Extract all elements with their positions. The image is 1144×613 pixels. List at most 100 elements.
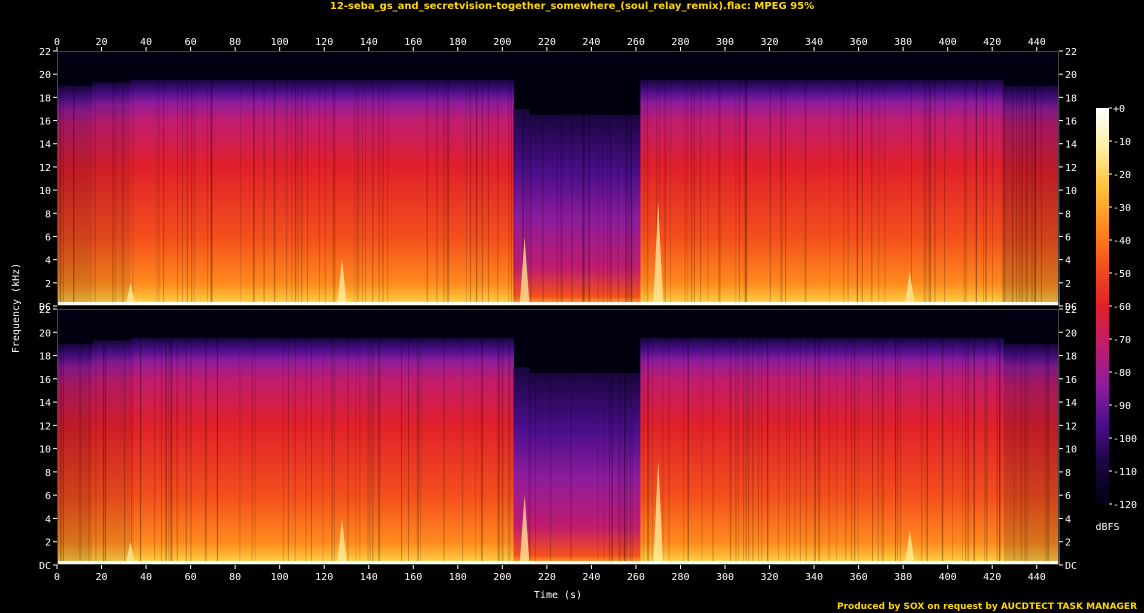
colorbar-tick-label: -20 — [1113, 170, 1131, 181]
y-tick-label: 2 — [1065, 538, 1071, 549]
y-tick-label: 16 — [39, 375, 51, 386]
spectrum-segment — [57, 86, 93, 306]
x-tick-label: 80 — [229, 37, 241, 48]
spectrum-segment — [57, 344, 93, 565]
y-tick-label: 14 — [1065, 398, 1077, 409]
x-tick-label: 160 — [404, 37, 422, 48]
y-tick-label: 8 — [1065, 209, 1071, 220]
spectrum-segment — [640, 338, 1003, 565]
x-tick-label: 400 — [939, 572, 957, 583]
y-tick-label: 12 — [1065, 421, 1077, 432]
x-tick-label: 220 — [538, 572, 556, 583]
x-tick-label: 300 — [716, 37, 734, 48]
x-tick-label: 20 — [96, 37, 108, 48]
colorbar — [1096, 108, 1109, 504]
colorbar-tick-label: -40 — [1113, 236, 1131, 247]
y-tick-label: 10 — [39, 186, 51, 197]
x-tick-label: 180 — [449, 37, 467, 48]
y-tick-label: 22 — [39, 305, 51, 316]
y-tick-label: 10 — [39, 445, 51, 456]
colorbar-label: dBFS — [1095, 522, 1119, 533]
y-tick-label: 12 — [1065, 163, 1077, 174]
x-tick-label: 60 — [185, 572, 197, 583]
y-tick-label: 18 — [1065, 352, 1077, 363]
x-tick-label: 320 — [761, 572, 779, 583]
y-tick-label: 18 — [39, 352, 51, 363]
y-tick-label: 14 — [39, 140, 51, 151]
y-tick-label: 22 — [1065, 305, 1077, 316]
x-tick-label: 20 — [96, 572, 108, 583]
x-tick-label: 340 — [805, 37, 823, 48]
x-tick-label: 80 — [229, 572, 241, 583]
y-tick-label: 16 — [1065, 117, 1077, 128]
colorbar-tick-label: -80 — [1113, 368, 1131, 379]
spectrum-segment — [130, 338, 513, 565]
x-tick-label: 320 — [761, 37, 779, 48]
colorbar-tick-label: -10 — [1113, 137, 1131, 148]
y-tick-label: 6 — [45, 232, 51, 243]
y-tick-label: 20 — [1065, 70, 1077, 81]
channel-panel-1: DC DC2 24 46 68 810 1012 1214 1416 1618 1820 2022 22 — [39, 47, 1077, 313]
y-tick-label: 20 — [39, 328, 51, 339]
x-tick-label: 300 — [716, 572, 734, 583]
y-tick-label: 20 — [1065, 328, 1077, 339]
y-tick-label: 22 — [1065, 47, 1077, 58]
y-tick-label: DC — [1065, 561, 1077, 572]
y-tick-label: 12 — [39, 421, 51, 432]
y-tick-label: 4 — [1065, 514, 1071, 525]
x-tick-label: 380 — [894, 572, 912, 583]
y-tick-label: 14 — [39, 398, 51, 409]
y-tick-label: 4 — [45, 514, 51, 525]
colorbar-tick-label: -90 — [1113, 401, 1131, 412]
x-tick-label: 120 — [315, 37, 333, 48]
x-tick-label: 360 — [850, 572, 868, 583]
y-tick-label: DC — [39, 561, 51, 572]
y-tick-label: 16 — [1065, 375, 1077, 386]
colorbar-tick-label: -60 — [1113, 302, 1131, 313]
y-tick-label: 2 — [45, 538, 51, 549]
x-tick-label: 240 — [582, 572, 600, 583]
x-tick-label: 220 — [538, 37, 556, 48]
x-axis-label: Time (s) — [534, 590, 582, 601]
spectrum-segment — [130, 80, 513, 306]
x-tick-label: 440 — [1028, 572, 1046, 583]
y-tick-label: 6 — [45, 491, 51, 502]
x-tick-label: 40 — [140, 37, 152, 48]
x-tick-label: 100 — [271, 572, 289, 583]
x-tick-label: 260 — [627, 572, 645, 583]
y-tick-label: 10 — [1065, 186, 1077, 197]
x-tick-label: 380 — [894, 37, 912, 48]
x-tick-label: 360 — [850, 37, 868, 48]
y-tick-label: 16 — [39, 117, 51, 128]
y-tick-label: 10 — [1065, 445, 1077, 456]
x-tick-label: 40 — [140, 572, 152, 583]
x-tick-label: 420 — [983, 572, 1001, 583]
y-tick-label: 12 — [39, 163, 51, 174]
x-tick-label: 0 — [54, 572, 60, 583]
y-tick-label: 18 — [1065, 93, 1077, 104]
y-axis-label: Frequency (kHz) — [11, 263, 22, 353]
channel-panel-2: DC DC2 24 46 68 810 1012 1214 1416 1618 1820 2022 22 — [39, 305, 1077, 572]
x-tick-label: 420 — [983, 37, 1001, 48]
x-tick-label: 120 — [315, 572, 333, 583]
y-tick-label: 18 — [39, 93, 51, 104]
colorbar-tick-label: -110 — [1113, 467, 1137, 478]
x-tick-label: 100 — [271, 37, 289, 48]
y-tick-label: 20 — [39, 70, 51, 81]
spectrum-segment — [93, 82, 131, 306]
x-tick-label: 180 — [449, 572, 467, 583]
x-tick-label: 400 — [939, 37, 957, 48]
credit-text: Produced by SOX on request by AUCDTECT T… — [837, 602, 1137, 612]
colorbar-tick-label: -30 — [1113, 203, 1131, 214]
colorbar-tick-label: -100 — [1113, 434, 1137, 445]
y-tick-label: 14 — [1065, 140, 1077, 151]
x-tick-label: 280 — [671, 37, 689, 48]
x-tick-label: 260 — [627, 37, 645, 48]
colorbar-tick-label: -50 — [1113, 269, 1131, 280]
x-tick-label: 140 — [360, 572, 378, 583]
colorbar-tick-label: -120 — [1113, 500, 1137, 511]
x-tick-label: 60 — [185, 37, 197, 48]
y-tick-label: 6 — [1065, 232, 1071, 243]
colorbar-tick-label: -70 — [1113, 335, 1131, 346]
y-tick-label: 8 — [1065, 468, 1071, 479]
